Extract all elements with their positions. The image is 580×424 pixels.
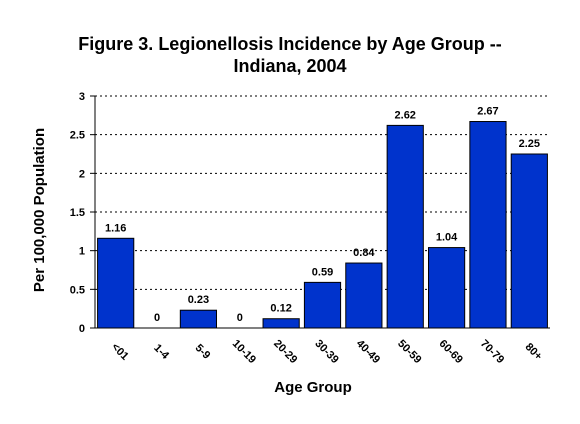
y-tick-label: 2.5 [70,130,85,142]
x-tick-label: 1-4 [151,342,171,362]
gridlines [95,95,550,290]
y-tick-label: 0 [79,323,85,335]
y-axis-title: Per 100,000 Population [31,128,48,292]
bar [97,237,135,329]
x-axis-title: Age Group [274,379,352,396]
data-label: 0 [237,312,243,324]
data-label: 2.25 [519,138,540,150]
bar [510,153,548,329]
y-tick-label: 3 [79,91,85,103]
bar [386,124,424,329]
x-tick-label: 30-39 [312,338,340,366]
x-tick-label: 50-59 [395,338,423,366]
x-tick-label: 10-19 [230,338,258,366]
y-tick-label: 2 [79,168,85,180]
data-labels: 1.16 0 0.23 0 0.12 0.59 0.84 2.62 1.04 2.67 2.25 [105,106,540,324]
y-tick-label: 1 [79,246,85,258]
bar [345,262,383,329]
y-tick-label: 1.5 [70,207,85,219]
data-label: 1.04 [436,232,458,244]
chart-title-line1: Figure 3. Legionellosis Incidence by Age… [78,34,501,54]
chart-title-line2: Indiana, 2004 [233,56,346,76]
bar [427,247,466,329]
x-tick-label: 20-29 [271,338,299,366]
y-tick-label: 0.5 [70,284,85,296]
x-tick-label: <01 [109,341,131,363]
bars [97,121,548,329]
x-tick-label: 40-49 [354,338,382,366]
bar [262,318,300,329]
bar [303,281,342,329]
bar [179,309,218,329]
data-label: 2.62 [395,109,416,121]
y-axis-ticks: 0 0.5 1 1.5 2 2.5 3 [70,91,85,335]
data-label: 0.59 [312,266,333,278]
data-label: 1.16 [105,222,126,234]
bar [469,121,507,329]
data-label: 0.23 [188,294,209,306]
x-tick-label: 5-9 [193,342,213,362]
data-label: 0.84 [353,247,375,259]
x-tick-label: 70-79 [478,338,506,366]
data-label: 0 [154,312,160,324]
axes [90,95,550,329]
x-axis-ticks: <01 1-4 5-9 10-19 20-29 30-39 40-49 50-59 60-69 7… [109,338,544,366]
data-label: 2.67 [477,106,498,118]
x-tick-label: 80+ [523,341,545,363]
data-label: 0.12 [270,303,291,315]
x-tick-label: 60-69 [437,338,465,366]
